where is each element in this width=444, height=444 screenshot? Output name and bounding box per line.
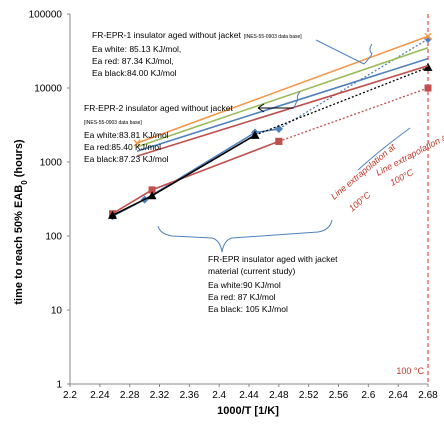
x-tick-label: 2.36 — [180, 390, 200, 401]
brace-note2-curl — [293, 91, 301, 109]
x-axis-title: 1000/T [1/K] — [217, 405, 279, 417]
brace-note1 — [315, 39, 365, 65]
note1-line-0: Ea white: 85.13 KJ/mol, — [92, 44, 181, 54]
data-point-square — [275, 137, 283, 145]
note3-line-0: FR-EPR insulator aged with jacket — [208, 254, 338, 264]
series-line-8 — [136, 57, 429, 152]
data-point-square — [148, 186, 156, 194]
series-line-3 — [278, 87, 429, 143]
note1-title: FR-EPR-1 insulator aged without jacket — [92, 30, 241, 40]
data-point-square — [424, 84, 432, 92]
note1-line-1: Ea red: 87.34 KJ/mol, — [92, 56, 174, 66]
y-axis-title-main: time to reach 50% EAB — [13, 185, 25, 305]
x-tick-label: 2.32 — [150, 390, 170, 401]
series-line-9 — [136, 64, 429, 157]
data-point-diamond — [274, 124, 283, 133]
note3-line-4: Ea black: 105 KJ/mol — [208, 304, 288, 314]
y-tick-label: 1 — [56, 380, 62, 391]
data-point-triangle — [250, 130, 260, 139]
data-point-triangle — [108, 210, 118, 219]
y-tick-label: 100 — [45, 232, 62, 243]
data-point-x — [133, 139, 141, 147]
x-tick-label: 2.2 — [63, 390, 77, 401]
note3-line-2: Ea white:90 KJ/mol — [208, 280, 281, 290]
data-point-x — [424, 32, 432, 40]
note3-line-3: Ea red: 87 KJ/mol — [208, 292, 276, 302]
x-tick-label: 2.28 — [120, 390, 140, 401]
data-point-triangle — [423, 62, 433, 71]
brace-note3 — [157, 219, 333, 253]
series-line-1 — [278, 38, 429, 130]
note2-title: FR-EPR-2 insulator aged without jacket — [84, 103, 233, 113]
x-tick-label: 2.56 — [329, 390, 349, 401]
y-axis-title-sub: 0 — [20, 180, 29, 185]
note1-line-2: Ea black:84.00 KJ/mol — [92, 68, 177, 78]
reference-line-label: 100 °C — [396, 366, 424, 376]
series-group — [108, 32, 433, 221]
annotation-note2: FR-EPR-2 insulator aged without jacket [… — [84, 103, 233, 164]
data-point-triangle — [147, 191, 157, 200]
svg-text:FR-EPR-1 insulator aged withou: FR-EPR-1 insulator aged without jacket [I… — [92, 30, 302, 40]
note2-line-0: Ea white:83.81 KJ/mol — [84, 130, 169, 140]
x-tick-label: 2.44 — [239, 390, 259, 401]
x-tick-label: 2.6 — [361, 390, 375, 401]
annotation-note1: FR-EPR-1 insulator aged without jacket [I… — [92, 30, 302, 78]
y-tick-label: 10000 — [34, 84, 62, 95]
y-tick-label: 10 — [51, 306, 63, 317]
x-tick-group: 2.2 2.24 2.28 2.32 2.36 2.4 2.44 2.48 2.52 2.56 2.… — [63, 384, 438, 401]
brace-note2-head — [257, 103, 265, 113]
note2-line-1: Ea red:85.40 KJ/mol — [84, 142, 161, 152]
series-line-5 — [254, 66, 429, 136]
x-tick-label: 2.68 — [418, 390, 438, 401]
series-line-6 — [136, 35, 429, 144]
brace-extrap — [357, 127, 411, 171]
y-axis-title: time to reach 50% EAB0 (hours) — [13, 139, 29, 305]
annotation-note3: FR-EPR insulator aged with jacket materi… — [208, 254, 338, 314]
note2-line-2: Ea black:87.23 KJ/mol — [84, 154, 169, 164]
y-axis-title-unit: (hours) — [13, 139, 25, 180]
y-tick-label: 100000 — [29, 10, 63, 21]
note2-ref: [INES-55-0903 data base] — [84, 120, 142, 126]
x-tick-label: 2.4 — [212, 390, 226, 401]
note3-line-1: material (current study) — [208, 266, 296, 276]
x-tick-label: 2.64 — [388, 390, 408, 401]
x-tick-label: 2.48 — [269, 390, 289, 401]
extrapolation-temp-2: 100°C — [347, 189, 373, 213]
brace-note1-curl — [363, 43, 373, 65]
x-tick-label: 2.52 — [299, 390, 319, 401]
x-tick-label: 2.24 — [90, 390, 110, 401]
y-tick-label: 1000 — [40, 158, 63, 169]
series-line-7 — [136, 46, 429, 148]
note1-ref: [INES-55-0903 data base] — [244, 34, 302, 40]
y-tick-group: 1 10 100 1000 10000 100000 — [29, 10, 70, 391]
